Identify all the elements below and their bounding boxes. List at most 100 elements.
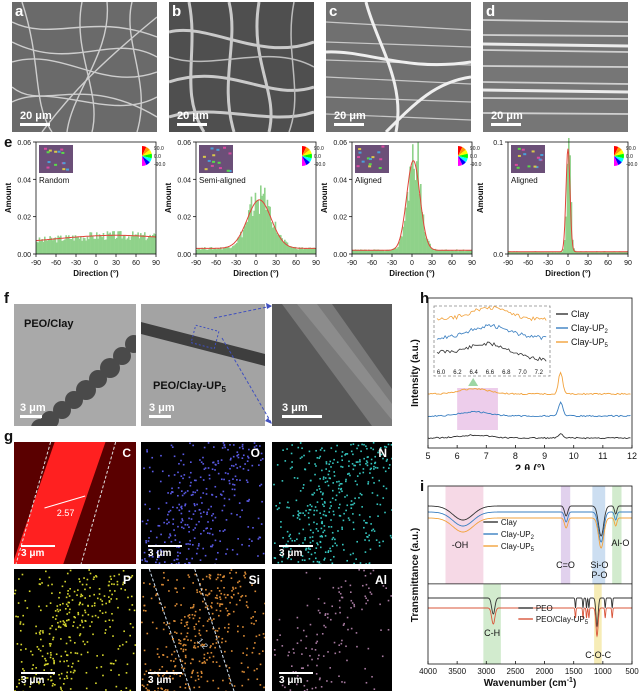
map-pixel [171,653,173,656]
map-pixel [377,515,379,517]
map-pixel [219,603,221,605]
histogram-bar [261,195,263,254]
histogram-bar [314,248,317,254]
map-pixel [227,594,229,596]
element-symbol: N [378,446,387,460]
map-pixel [221,603,224,606]
map-pixel [300,667,303,669]
map-pixel [324,502,326,504]
map-pixel [142,595,145,598]
color-wheel-segment [458,156,468,163]
map-pixel [59,603,62,606]
element-map-c: 2.57 C 3 μm [14,442,136,564]
map-pixel [206,620,209,622]
map-pixel [243,671,245,673]
map-pixel [263,636,265,639]
map-pixel [174,657,177,660]
map-pixel [160,533,162,536]
map-pixel [157,555,160,558]
histogram-bar [234,244,237,254]
map-pixel [162,675,164,677]
map-pixel [339,483,342,485]
histogram-bar [120,231,122,254]
map-pixel [148,548,150,551]
map-pixel [160,454,162,457]
color-wheel-label: 0.0 [154,154,161,160]
map-pixel [111,612,113,615]
inset-pixel [43,147,47,150]
histogram-bar [352,249,354,254]
map-pixel [216,602,219,605]
map-pixel [163,622,165,624]
map-pixel [318,654,320,657]
panel-letter-b: b [172,3,182,20]
map-pixel [297,561,300,563]
histogram-bar [249,204,251,254]
map-pixel [190,494,193,496]
map-pixel [217,551,219,554]
map-pixel [74,642,76,644]
map-pixel [189,484,192,487]
map-pixel [325,462,328,465]
histogram-bar [66,236,69,254]
map-pixel [313,509,316,512]
map-pixel [59,626,62,629]
histogram-bar [508,251,510,254]
sem-image-d: d 20 μm [483,2,628,132]
histogram-bar [304,248,306,254]
x-tick-label: -30 [543,260,553,267]
map-pixel [168,521,170,524]
histogram-bar [137,232,139,254]
histogram-bar [540,251,542,254]
histogram-bar [282,241,285,254]
histogram-bar [613,251,615,254]
map-pixel [184,491,187,494]
map-pixel [110,598,112,600]
map-pixel [52,657,54,660]
histogram-bar [132,231,134,254]
map-pixel [193,504,196,507]
map-pixel [376,503,379,506]
map-pixel [236,513,238,516]
map-pixel [129,634,131,637]
inset-pixel [212,160,216,163]
map-pixel [130,595,133,598]
map-pixel [142,609,145,612]
map-pixel [208,474,211,477]
map-pixel [81,614,84,617]
map-pixel [321,469,323,472]
map-pixel [309,548,311,550]
map-pixel [62,620,65,622]
map-pixel [331,605,334,608]
map-pixel [199,608,201,611]
histogram-bar [38,237,41,254]
map-pixel [340,586,343,588]
map-pixel [84,619,87,622]
histogram-bar [364,249,366,254]
x-axis-label-sup: -1 [567,677,573,684]
map-scalebar: 3 μm [21,672,55,686]
map-pixel [246,647,248,650]
map-pixel [194,614,196,617]
map-pixel [218,627,220,630]
map-pixel [41,582,43,584]
map-pixel [255,619,257,622]
histogram-bar [614,251,617,254]
map-pixel [226,610,229,612]
legend-label: Clay-UP2 [501,530,535,541]
color-wheel-segment [458,153,468,159]
map-pixel [202,578,204,581]
panel-letter-a: a [15,3,24,20]
map-pixel [292,671,295,673]
map-pixel [185,648,187,651]
map-pixel [339,515,342,517]
inset-series-line [436,323,547,341]
map-pixel [88,595,91,597]
map-pixel [341,528,343,530]
map-pixel [384,470,387,473]
map-pixel [368,562,371,564]
histogram-bar [378,249,381,254]
map-pixel [337,487,340,490]
histogram-bar [106,231,109,254]
map-pixel [59,660,61,663]
